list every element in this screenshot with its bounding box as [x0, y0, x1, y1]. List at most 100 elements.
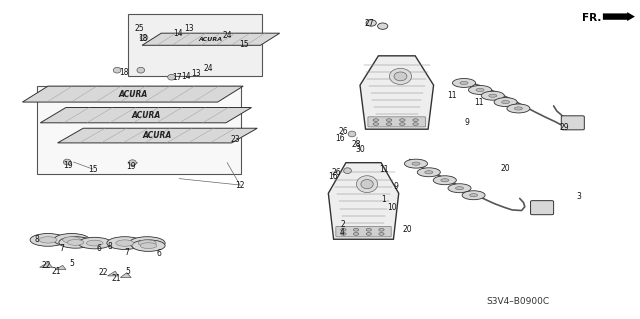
- Ellipse shape: [378, 23, 388, 29]
- Ellipse shape: [379, 233, 384, 235]
- Text: ACURA: ACURA: [118, 90, 147, 99]
- Ellipse shape: [107, 237, 143, 249]
- Ellipse shape: [30, 234, 66, 246]
- Ellipse shape: [86, 240, 103, 246]
- Text: ACURA: ACURA: [143, 131, 172, 140]
- Polygon shape: [328, 163, 399, 239]
- Ellipse shape: [489, 94, 497, 97]
- Ellipse shape: [366, 233, 371, 235]
- Text: 22: 22: [42, 261, 51, 270]
- Text: 16: 16: [328, 172, 338, 181]
- FancyBboxPatch shape: [531, 201, 554, 215]
- Ellipse shape: [341, 228, 346, 231]
- Polygon shape: [108, 271, 118, 276]
- Text: 13: 13: [191, 69, 202, 78]
- Text: 24: 24: [203, 64, 213, 73]
- Ellipse shape: [353, 228, 359, 231]
- Ellipse shape: [140, 243, 157, 249]
- Text: 15: 15: [88, 165, 98, 174]
- Text: ACURA: ACURA: [199, 37, 223, 42]
- Ellipse shape: [78, 237, 111, 249]
- Ellipse shape: [502, 100, 509, 104]
- Ellipse shape: [452, 78, 476, 87]
- Text: 14: 14: [180, 72, 191, 81]
- Text: 6: 6: [97, 244, 102, 253]
- Polygon shape: [58, 128, 257, 143]
- Text: 28: 28: [351, 140, 360, 149]
- Text: 9: 9: [465, 118, 470, 127]
- Text: 1: 1: [381, 195, 387, 204]
- Text: 8: 8: [35, 235, 40, 244]
- FancyBboxPatch shape: [561, 116, 584, 130]
- Polygon shape: [120, 273, 131, 278]
- Text: 19: 19: [63, 161, 74, 170]
- Text: 14: 14: [173, 29, 183, 38]
- Ellipse shape: [387, 123, 392, 125]
- Ellipse shape: [341, 233, 346, 235]
- Text: 21: 21: [112, 274, 121, 283]
- Text: 5: 5: [69, 259, 74, 268]
- Ellipse shape: [494, 98, 517, 107]
- Ellipse shape: [468, 85, 492, 94]
- Ellipse shape: [113, 67, 121, 73]
- Text: 16: 16: [335, 134, 345, 143]
- Text: 15: 15: [239, 40, 250, 49]
- Ellipse shape: [507, 104, 530, 113]
- Ellipse shape: [425, 171, 433, 174]
- Ellipse shape: [460, 81, 468, 85]
- Text: 23: 23: [230, 135, 241, 144]
- Ellipse shape: [366, 20, 376, 26]
- Ellipse shape: [413, 123, 419, 125]
- Ellipse shape: [399, 119, 405, 122]
- Ellipse shape: [448, 184, 471, 193]
- Text: 3: 3: [577, 192, 582, 201]
- Polygon shape: [55, 265, 66, 270]
- Text: S3V4–B0900C: S3V4–B0900C: [487, 297, 550, 306]
- Ellipse shape: [456, 187, 463, 190]
- Text: 29: 29: [559, 123, 570, 132]
- Ellipse shape: [361, 180, 373, 189]
- Ellipse shape: [366, 228, 371, 231]
- Ellipse shape: [137, 67, 145, 73]
- Ellipse shape: [129, 160, 136, 166]
- Ellipse shape: [116, 240, 134, 246]
- Text: 26: 26: [339, 127, 349, 136]
- Ellipse shape: [417, 168, 440, 177]
- Text: 18: 18: [119, 68, 128, 77]
- FancyBboxPatch shape: [128, 14, 262, 76]
- Ellipse shape: [63, 237, 81, 243]
- Text: 7: 7: [60, 244, 65, 253]
- Ellipse shape: [462, 191, 485, 200]
- Text: 5: 5: [125, 267, 131, 276]
- Text: 20: 20: [403, 225, 413, 234]
- Text: 9: 9: [394, 182, 399, 191]
- Ellipse shape: [59, 237, 92, 248]
- Text: 13: 13: [184, 24, 194, 33]
- Ellipse shape: [470, 194, 477, 197]
- Ellipse shape: [54, 234, 90, 246]
- Ellipse shape: [39, 237, 57, 243]
- Text: 11: 11: [447, 91, 456, 100]
- Text: 7: 7: [124, 248, 129, 257]
- Ellipse shape: [433, 176, 456, 185]
- Text: 22: 22: [99, 268, 108, 277]
- Ellipse shape: [132, 240, 165, 251]
- Ellipse shape: [412, 162, 420, 165]
- Text: 4: 4: [340, 228, 345, 237]
- FancyBboxPatch shape: [368, 117, 426, 127]
- Text: 17: 17: [172, 73, 182, 82]
- Ellipse shape: [138, 240, 156, 246]
- Ellipse shape: [67, 240, 84, 245]
- Text: 26: 26: [332, 168, 342, 177]
- Ellipse shape: [353, 233, 359, 235]
- Text: ACURA: ACURA: [131, 111, 161, 120]
- Text: 12: 12: [236, 181, 244, 189]
- Ellipse shape: [129, 237, 165, 249]
- Polygon shape: [40, 262, 52, 267]
- Ellipse shape: [140, 35, 148, 41]
- Ellipse shape: [399, 123, 405, 125]
- Text: 19: 19: [126, 162, 136, 171]
- Text: FR.: FR.: [582, 12, 602, 23]
- FancyBboxPatch shape: [37, 86, 241, 174]
- Ellipse shape: [387, 119, 392, 122]
